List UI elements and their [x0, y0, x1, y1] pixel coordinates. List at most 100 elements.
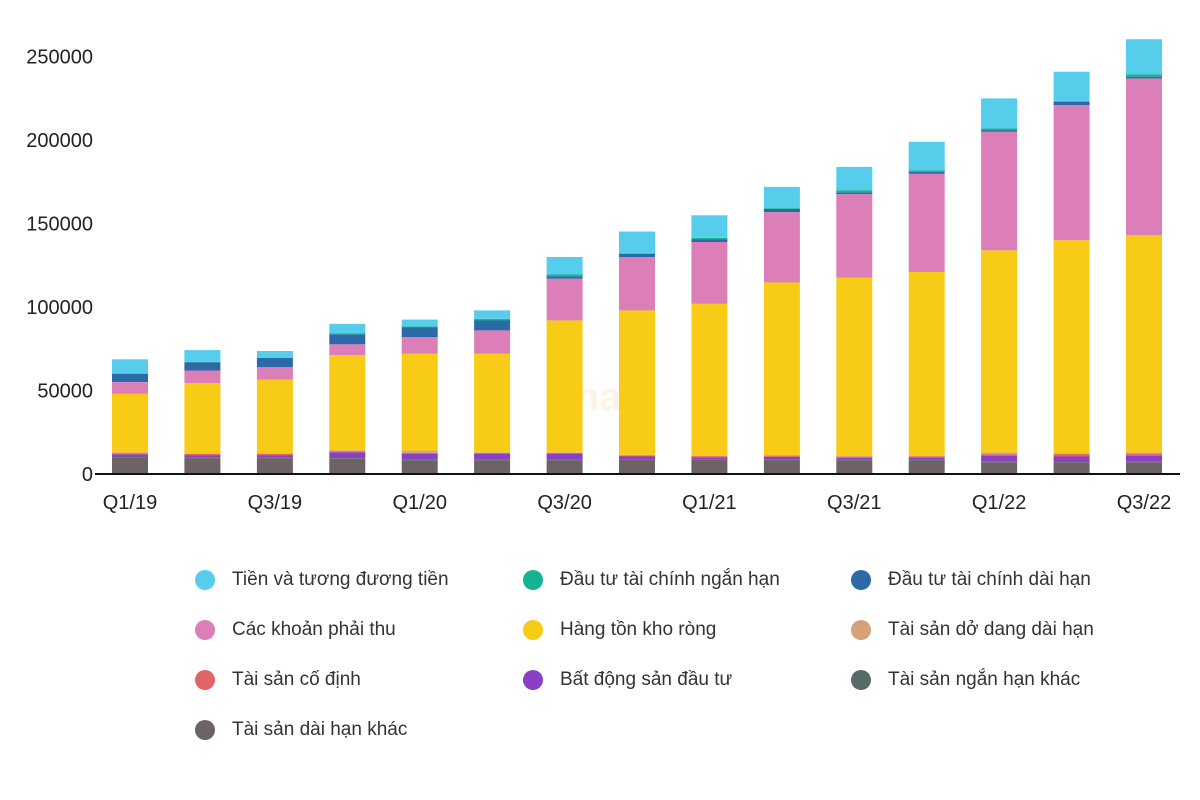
bar-segment-8-Q2-19 — [184, 362, 221, 371]
bar-segment-8-Q4-19 — [329, 334, 366, 345]
x-tick-label: Q1/20 — [392, 492, 446, 514]
legend-item[interactable]: Tài sản dở dang dài hạn — [851, 615, 1094, 645]
bar-segment-9-Q2-21 — [763, 208, 800, 209]
bar-segment-10-Q2-20 — [474, 310, 511, 319]
bar-segment-3-Q2-22 — [1053, 456, 1090, 462]
bar-segment-8-Q2-21 — [763, 208, 800, 213]
bar-segment-8-Q2-20 — [474, 320, 511, 331]
bar-segment-9-Q2-20 — [474, 318, 511, 321]
bar-segment-1-Q4-21 — [908, 460, 945, 474]
bar-segment-6-Q3-22 — [1126, 235, 1162, 453]
x-tick-label: Q1/21 — [682, 492, 736, 514]
bar-segment-8-Q4-20 — [619, 253, 655, 257]
bar-segment-5-Q1-22 — [981, 452, 1018, 455]
bar-segment-8-Q3-20 — [546, 276, 583, 279]
bar-stack-Q2-22 — [1053, 71, 1090, 474]
bar-segment-3-Q1-21 — [691, 457, 728, 459]
bar-segment-7-Q1-21 — [691, 242, 728, 304]
bar-segment-6-Q1-19 — [112, 393, 148, 453]
legend-label: Tài sản cố định — [232, 669, 361, 690]
bar-segment-1-Q1-22 — [981, 462, 1018, 474]
bar-segment-5-Q3-21 — [836, 456, 873, 457]
bar-segment-2-Q1-21 — [691, 459, 728, 460]
bar-segment-7-Q2-22 — [1053, 105, 1090, 241]
bar-segment-6-Q1-22 — [981, 250, 1018, 453]
legend-label: Tài sản dở dang dài hạn — [888, 619, 1094, 640]
bar-segment-10-Q1-22 — [981, 98, 1018, 129]
bar-segment-10-Q4-20 — [619, 231, 655, 254]
bar-segment-6-Q4-20 — [619, 310, 655, 455]
y-tick-label: 200000 — [26, 130, 93, 152]
bar-segment-1-Q2-22 — [1053, 462, 1090, 474]
y-tick-label: 100000 — [26, 297, 93, 319]
bar-segment-4-Q3-19 — [256, 454, 293, 456]
bar-segment-3-Q4-21 — [908, 457, 945, 460]
bar-segment-9-Q3-21 — [836, 190, 873, 193]
bar-segment-9-Q2-22 — [1053, 100, 1090, 102]
x-axis: Q1/19 Q3/19 Q1/20 Q3/20 Q1/21 Q3/21 Q1/22 Q3/22 — [103, 492, 1171, 514]
bar-segment-9-Q4-19 — [329, 333, 366, 335]
bars-layer — [112, 39, 1162, 474]
bar-stack-Q1-22 — [981, 98, 1018, 474]
bar-segment-8-Q3-21 — [836, 192, 873, 195]
bar-segment-2-Q1-20 — [401, 459, 438, 461]
bar-segment-4-Q2-21 — [763, 455, 800, 457]
legend-label: Các khoản phải thu — [232, 619, 396, 640]
x-tick-label: Q3/21 — [827, 492, 881, 514]
bar-segment-2-Q2-20 — [474, 459, 511, 461]
legend-item[interactable]: Tài sản ngắn hạn khác — [851, 665, 1080, 695]
bar-segment-7-Q2-21 — [763, 212, 800, 283]
bar-segment-5-Q2-22 — [1053, 453, 1090, 454]
bar-segment-7-Q4-21 — [908, 173, 945, 272]
bar-segment-3-Q2-21 — [763, 456, 800, 460]
bar-segment-2-Q3-21 — [836, 459, 873, 461]
bar-segment-10-Q4-19 — [329, 323, 366, 334]
bar-stack-Q2-19 — [184, 350, 221, 474]
bar-segment-2-Q1-22 — [981, 461, 1018, 463]
bar-segment-3-Q3-19 — [256, 455, 293, 458]
bar-segment-4-Q4-20 — [619, 455, 655, 457]
bar-segment-4-Q2-20 — [474, 452, 511, 454]
bar-segment-1-Q1-19 — [112, 457, 148, 474]
x-tick-label: Q1/22 — [972, 492, 1026, 514]
bar-stack-Q4-21 — [908, 141, 945, 474]
bar-stack-Q4-19 — [329, 323, 366, 474]
bar-segment-9-Q4-21 — [908, 170, 945, 172]
bar-segment-9-Q1-21 — [691, 237, 728, 240]
bar-segment-4-Q4-21 — [908, 456, 945, 458]
legend-item[interactable]: Hàng tồn kho ròng — [523, 615, 716, 645]
bar-segment-4-Q1-22 — [981, 454, 1018, 456]
bar-segment-7-Q1-22 — [981, 131, 1018, 251]
legend-marker-icon — [851, 570, 871, 590]
legend-item[interactable]: Bất động sản đầu tư — [523, 665, 732, 695]
bar-segment-5-Q1-21 — [691, 455, 728, 457]
bar-segment-3-Q2-19 — [184, 455, 221, 458]
bar-segment-1-Q4-20 — [619, 459, 655, 474]
bar-segment-6-Q3-21 — [836, 277, 873, 457]
bar-segment-2-Q4-19 — [329, 458, 366, 459]
bar-segment-6-Q3-20 — [546, 320, 583, 453]
bar-segment-1-Q3-20 — [546, 460, 583, 474]
bar-segment-5-Q4-20 — [619, 454, 655, 456]
bar-segment-5-Q2-21 — [763, 455, 800, 456]
bar-segment-4-Q3-21 — [836, 456, 873, 458]
legend-item[interactable]: Đầu tư tài chính dài hạn — [851, 565, 1091, 595]
bar-segment-4-Q1-20 — [401, 452, 438, 454]
legend-item[interactable]: Các khoản phải thu — [195, 615, 396, 645]
bar-segment-10-Q1-19 — [112, 359, 148, 374]
legend-item[interactable]: Tài sản cố định — [195, 665, 361, 695]
bar-segment-3-Q3-20 — [546, 454, 583, 460]
legend-item[interactable]: Tài sản dài hạn khác — [195, 715, 407, 745]
bar-segment-3-Q3-21 — [836, 457, 873, 460]
legend-item[interactable]: Đầu tư tài chính ngắn hạn — [523, 565, 780, 595]
x-tick-label: Q3/20 — [537, 492, 591, 514]
bar-segment-6-Q2-21 — [763, 282, 800, 456]
bar-stack-Q3-22 — [1126, 39, 1162, 474]
legend-marker-icon — [851, 670, 871, 690]
bar-segment-3-Q2-20 — [474, 454, 511, 460]
bar-segment-9-Q1-20 — [401, 326, 438, 328]
legend-label: Đầu tư tài chính ngắn hạn — [560, 569, 780, 590]
legend-item[interactable]: Tiền và tương đương tiền — [195, 565, 449, 595]
bar-segment-4-Q2-19 — [184, 454, 221, 456]
